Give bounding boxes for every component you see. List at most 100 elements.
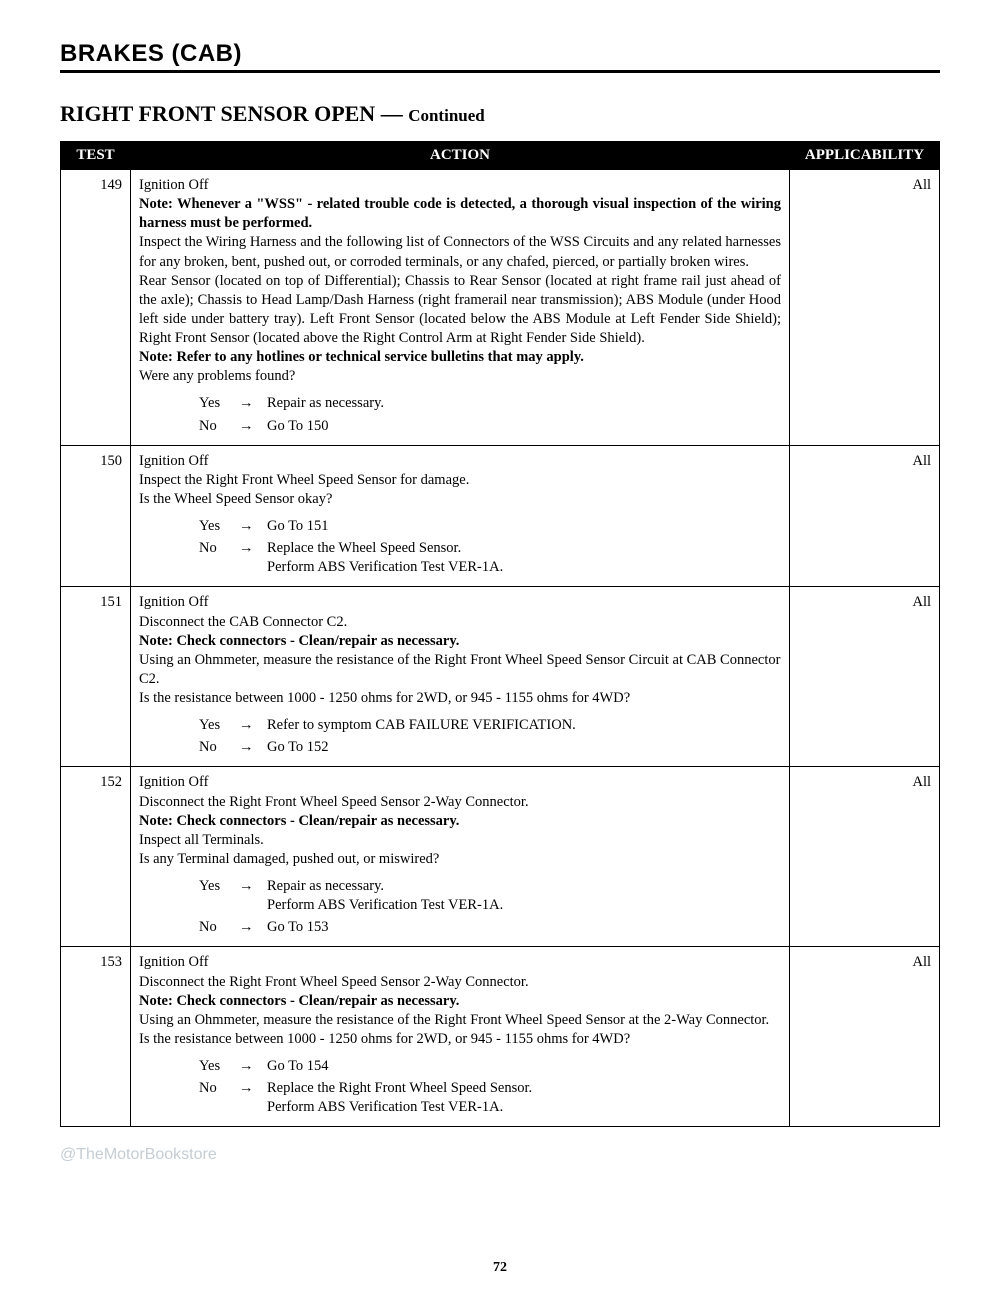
no-result-line: Replace the Right Front Wheel Speed Sens…	[267, 1079, 781, 1098]
arrow-icon: →	[239, 738, 267, 757]
arrow-icon: →	[239, 417, 267, 436]
yes-result: Repair as necessary.	[267, 394, 781, 413]
action-question: Is the resistance between 1000 - 1250 oh…	[139, 1030, 781, 1049]
no-label: No	[199, 738, 239, 757]
table-row: 150 Ignition Off Inspect the Right Front…	[61, 445, 940, 587]
yes-label: Yes	[199, 517, 239, 536]
yes-label: Yes	[199, 1057, 239, 1076]
action-line: Ignition Off	[139, 953, 781, 972]
test-number: 152	[61, 767, 131, 947]
arrow-icon: →	[239, 918, 267, 937]
diagnostic-table: TEST ACTION APPLICABILITY 149 Ignition O…	[60, 141, 940, 1127]
action-note: Note: Check connectors - Clean/repair as…	[139, 992, 781, 1011]
applicability-cell: All	[790, 767, 940, 947]
watermark: @TheMotorBookstore	[60, 1146, 217, 1164]
test-number: 151	[61, 587, 131, 767]
action-line: Disconnect the Right Front Wheel Speed S…	[139, 793, 781, 812]
action-cell: Ignition Off Disconnect the Right Front …	[131, 767, 790, 947]
test-number: 150	[61, 445, 131, 587]
action-line: Ignition Off	[139, 452, 781, 471]
test-number: 153	[61, 947, 131, 1127]
action-note: Note: Check connectors - Clean/repair as…	[139, 812, 781, 831]
arrow-icon: →	[239, 1057, 267, 1076]
no-row: No → Go To 152	[199, 738, 781, 757]
arrow-icon: →	[239, 517, 267, 536]
action-cell: Ignition Off Disconnect the CAB Connecto…	[131, 587, 790, 767]
yes-result: Go To 151	[267, 517, 781, 536]
applicability-cell: All	[790, 947, 940, 1127]
action-line: Inspect all Terminals.	[139, 831, 781, 850]
no-result-line: Perform ABS Verification Test VER-1A.	[267, 558, 781, 577]
action-line: Inspect the Right Front Wheel Speed Sens…	[139, 471, 781, 490]
no-result: Replace the Wheel Speed Sensor. Perform …	[267, 539, 781, 577]
subheader-main: RIGHT FRONT SENSOR OPEN	[60, 101, 375, 126]
section-header: BRAKES (CAB)	[60, 40, 940, 73]
yes-label: Yes	[199, 394, 239, 413]
no-row: No → Replace the Right Front Wheel Speed…	[199, 1079, 781, 1117]
no-row: No → Replace the Wheel Speed Sensor. Per…	[199, 539, 781, 577]
table-row: 152 Ignition Off Disconnect the Right Fr…	[61, 767, 940, 947]
col-header-action: ACTION	[131, 142, 790, 170]
action-line: Disconnect the CAB Connector C2.	[139, 613, 781, 632]
yes-result: Repair as necessary. Perform ABS Verific…	[267, 877, 781, 915]
subheader-cont: Continued	[408, 106, 485, 125]
no-result-line: Perform ABS Verification Test VER-1A.	[267, 1098, 781, 1117]
yes-label: Yes	[199, 877, 239, 915]
yes-label: Yes	[199, 716, 239, 735]
yes-row: Yes → Repair as necessary. Perform ABS V…	[199, 877, 781, 915]
action-line: Disconnect the Right Front Wheel Speed S…	[139, 973, 781, 992]
action-line: Using an Ohmmeter, measure the resistanc…	[139, 651, 781, 689]
action-question: Is any Terminal damaged, pushed out, or …	[139, 850, 781, 869]
table-header-row: TEST ACTION APPLICABILITY	[61, 142, 940, 170]
no-label: No	[199, 417, 239, 436]
col-header-applic: APPLICABILITY	[790, 142, 940, 170]
action-line: Ignition Off	[139, 773, 781, 792]
table-row: 153 Ignition Off Disconnect the Right Fr…	[61, 947, 940, 1127]
action-cell: Ignition Off Disconnect the Right Front …	[131, 947, 790, 1127]
sub-header: RIGHT FRONT SENSOR OPEN — Continued	[60, 101, 940, 127]
yes-no-block: Yes → Go To 151 No → Replace the Wheel S…	[199, 517, 781, 577]
action-question: Is the resistance between 1000 - 1250 oh…	[139, 689, 781, 708]
action-note: Note: Refer to any hotlines or technical…	[139, 348, 781, 367]
action-line: Rear Sensor (located on top of Different…	[139, 272, 781, 349]
no-result: Go To 152	[267, 738, 781, 757]
action-note: Note: Whenever a "WSS" - related trouble…	[139, 195, 781, 233]
yes-no-block: Yes → Repair as necessary. Perform ABS V…	[199, 877, 781, 937]
yes-no-block: Yes → Go To 154 No → Replace the Right F…	[199, 1057, 781, 1117]
arrow-icon: →	[239, 539, 267, 577]
yes-result: Go To 154	[267, 1057, 781, 1076]
action-line: Inspect the Wiring Harness and the follo…	[139, 233, 781, 271]
no-label: No	[199, 539, 239, 577]
page-number: 72	[0, 1260, 1000, 1276]
arrow-icon: →	[239, 877, 267, 915]
arrow-icon: →	[239, 394, 267, 413]
no-result: Go To 153	[267, 918, 781, 937]
no-label: No	[199, 1079, 239, 1117]
action-cell: Ignition Off Inspect the Right Front Whe…	[131, 445, 790, 587]
yes-row: Yes → Go To 151	[199, 517, 781, 536]
yes-result-line: Perform ABS Verification Test VER-1A.	[267, 896, 781, 915]
no-result: Replace the Right Front Wheel Speed Sens…	[267, 1079, 781, 1117]
action-cell: Ignition Off Note: Whenever a "WSS" - re…	[131, 170, 790, 446]
yes-result: Refer to symptom CAB FAILURE VERIFICATIO…	[267, 716, 781, 735]
action-line: Ignition Off	[139, 593, 781, 612]
yes-row: Yes → Go To 154	[199, 1057, 781, 1076]
no-result: Go To 150	[267, 417, 781, 436]
action-question: Were any problems found?	[139, 367, 781, 386]
applicability-cell: All	[790, 445, 940, 587]
applicability-cell: All	[790, 587, 940, 767]
yes-result-line: Repair as necessary.	[267, 877, 781, 896]
arrow-icon: →	[239, 1079, 267, 1117]
table-row: 149 Ignition Off Note: Whenever a "WSS" …	[61, 170, 940, 446]
no-row: No → Go To 153	[199, 918, 781, 937]
no-result-line: Replace the Wheel Speed Sensor.	[267, 539, 781, 558]
action-note: Note: Check connectors - Clean/repair as…	[139, 632, 781, 651]
action-question: Is the Wheel Speed Sensor okay?	[139, 490, 781, 509]
applicability-cell: All	[790, 170, 940, 446]
yes-no-block: Yes → Refer to symptom CAB FAILURE VERIF…	[199, 716, 781, 757]
subheader-sep: —	[375, 101, 408, 126]
yes-no-block: Yes → Repair as necessary. No → Go To 15…	[199, 394, 781, 435]
test-number: 149	[61, 170, 131, 446]
table-row: 151 Ignition Off Disconnect the CAB Conn…	[61, 587, 940, 767]
col-header-test: TEST	[61, 142, 131, 170]
